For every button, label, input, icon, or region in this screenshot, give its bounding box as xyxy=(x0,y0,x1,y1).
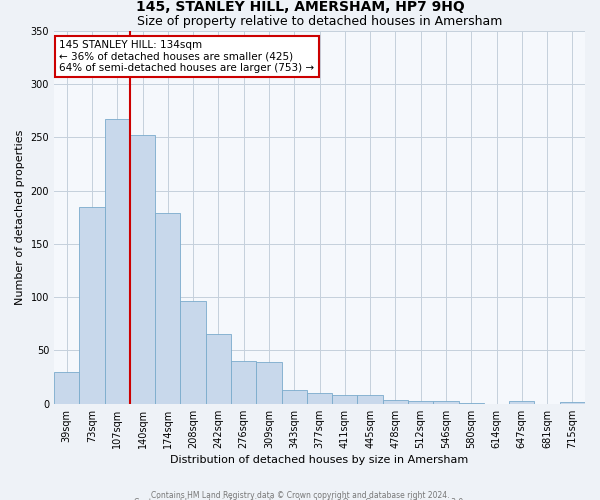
Bar xyxy=(54,372,79,404)
X-axis label: Distribution of detached houses by size in Amersham: Distribution of detached houses by size … xyxy=(170,455,469,465)
Bar xyxy=(408,400,433,404)
Text: Contains HM Land Registry data © Crown copyright and database right 2024.: Contains HM Land Registry data © Crown c… xyxy=(151,490,449,500)
Title: Size of property relative to detached houses in Amersham: Size of property relative to detached ho… xyxy=(137,15,502,28)
Bar xyxy=(231,361,256,404)
Bar xyxy=(79,206,104,404)
Bar xyxy=(130,135,155,404)
Text: Contains public sector information licensed under the Open Government Licence v3: Contains public sector information licen… xyxy=(134,498,466,500)
Bar xyxy=(383,400,408,404)
Bar xyxy=(181,302,206,404)
Bar xyxy=(307,393,332,404)
Bar xyxy=(256,362,281,404)
Bar xyxy=(155,213,181,404)
Bar xyxy=(104,119,130,404)
Bar xyxy=(358,396,383,404)
Bar xyxy=(560,402,585,404)
Bar xyxy=(433,400,458,404)
Text: 145, STANLEY HILL, AMERSHAM, HP7 9HQ: 145, STANLEY HILL, AMERSHAM, HP7 9HQ xyxy=(136,0,464,14)
Bar xyxy=(281,390,307,404)
Bar xyxy=(458,403,484,404)
Bar xyxy=(332,396,358,404)
Text: 145 STANLEY HILL: 134sqm
← 36% of detached houses are smaller (425)
64% of semi-: 145 STANLEY HILL: 134sqm ← 36% of detach… xyxy=(59,40,314,73)
Bar xyxy=(509,400,535,404)
Y-axis label: Number of detached properties: Number of detached properties xyxy=(15,130,25,305)
Bar xyxy=(206,334,231,404)
